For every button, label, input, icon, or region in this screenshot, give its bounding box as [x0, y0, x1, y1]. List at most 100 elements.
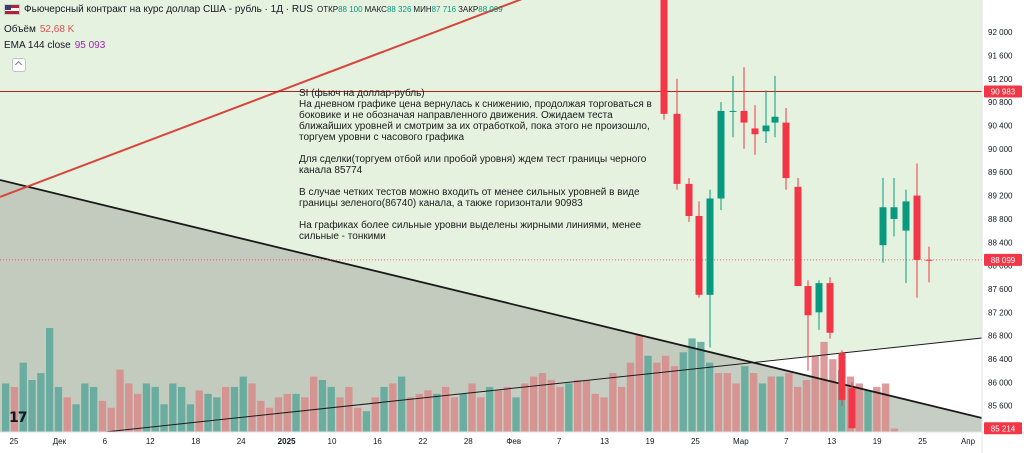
candle-body [717, 110, 725, 199]
volume-bar [618, 386, 626, 432]
candle-body [695, 216, 703, 295]
candle-body [902, 201, 910, 231]
candle [740, 67, 748, 149]
volume-bar [336, 397, 344, 432]
volume-bar [741, 366, 749, 432]
volume-bar [178, 386, 186, 432]
volume-bar [186, 404, 195, 432]
x-tick-label: 25 [10, 437, 19, 446]
collapse-legend-button[interactable] [12, 58, 26, 72]
volume-bar [820, 341, 828, 432]
candle [706, 189, 714, 348]
black-channel-line [0, 179, 982, 419]
volume-bar [292, 393, 300, 432]
candle-body [925, 259, 933, 261]
candle-body [729, 110, 737, 112]
chart-title[interactable]: Фьючерсный контракт на курс доллар США -… [24, 4, 313, 15]
x-tick-label: Дек [53, 437, 67, 446]
volume-bar [873, 386, 881, 432]
note-paragraph: Для сделки(торгуем отбой или пробой уров… [299, 154, 647, 176]
candle [695, 201, 703, 298]
candle-body [848, 388, 856, 429]
y-tick-label: 88 000 [988, 262, 1013, 271]
ohlc-value: 88 326 [386, 5, 412, 14]
x-tick-label: 13 [600, 437, 609, 446]
candle [913, 163, 921, 298]
ohlc-value: 88 100 [338, 5, 363, 14]
candle-body [751, 128, 759, 135]
ohlc-label: ОТКР [317, 5, 339, 14]
volume-bar [890, 428, 899, 432]
candle-body [879, 207, 887, 246]
tradingview-logo-icon[interactable]: 17 [9, 410, 28, 426]
volume-bar [195, 390, 203, 432]
volume-bar [398, 376, 406, 432]
volume-bar [230, 386, 239, 432]
volume-bar [362, 411, 371, 432]
candle-body [660, 0, 668, 114]
volume-bar [345, 386, 353, 432]
volume-bar [802, 380, 811, 432]
price-tag-label: 90 983 [991, 87, 1016, 96]
candle-body [794, 186, 802, 287]
candle [782, 108, 790, 190]
volume-bar [54, 386, 63, 432]
volume-bar [609, 373, 617, 432]
candle-body [782, 122, 790, 179]
y-tick-label: 91 600 [988, 51, 1013, 60]
price-tags: 90 983 88 099 85 214 [984, 85, 1022, 435]
volume-bar [424, 390, 432, 432]
volume-bar [81, 383, 89, 432]
volume-bar [662, 355, 670, 432]
volume-bar [829, 359, 837, 432]
candle-body [890, 207, 898, 219]
volume-bar [697, 341, 705, 432]
volume-bar [19, 362, 27, 432]
volume-bar [811, 355, 819, 432]
ema-legend[interactable]: EMA 144 close 95 093 [4, 40, 105, 51]
volume-bar [459, 393, 467, 432]
candle-body [740, 110, 748, 123]
x-tick-label: 18 [191, 437, 200, 446]
candle [729, 75, 737, 138]
volume-value: 52,68 K [39, 24, 75, 35]
chart-header: Фьючерсный контракт на курс доллар США -… [4, 4, 505, 15]
analysis-note: SI (фьюч на доллар-рубль) На дневном гра… [299, 88, 659, 253]
volume-bar [310, 376, 318, 432]
candle [838, 350, 846, 406]
volume-bar [688, 338, 696, 432]
volume-bar [714, 373, 723, 432]
volume-bar [160, 404, 168, 432]
x-tick-label: 16 [373, 437, 382, 446]
candle [685, 178, 693, 222]
volume-bar [239, 376, 247, 432]
x-tick-label: 22 [418, 437, 427, 446]
x-tick-label: 7 [784, 437, 789, 446]
volume-legend[interactable]: Объём 52,68 K [4, 24, 74, 35]
price-tag-bg [984, 85, 1022, 98]
volume-bar [274, 397, 283, 432]
volume-bar [776, 376, 784, 432]
volume-bar [389, 383, 397, 432]
volume-bar [767, 376, 775, 432]
ohlc-value: 88 099 [478, 5, 503, 14]
volume-bar [371, 397, 379, 432]
y-tick-label: 87 600 [988, 285, 1013, 294]
ohlc-label: ЗАКР [458, 5, 479, 14]
volume-bar [679, 352, 687, 432]
volume-bar [107, 407, 115, 432]
candle-body [826, 283, 834, 333]
volume-bar [538, 373, 547, 432]
ohlc-values: ОТКР88 100 МАКС88 326 МИН87 716 ЗАКР88 099 [317, 4, 505, 15]
volume-bar [758, 383, 767, 432]
volume-bar [512, 397, 520, 432]
black-channel-zone [0, 180, 982, 432]
candle-body [706, 198, 714, 295]
x-tick-label: 19 [873, 437, 882, 446]
y-tick-label: 92 000 [988, 28, 1013, 37]
volume-bar [706, 362, 714, 432]
y-tick-label: 88 800 [988, 215, 1013, 224]
volume-bar [477, 397, 485, 432]
x-tick-label: 19 [646, 437, 655, 446]
